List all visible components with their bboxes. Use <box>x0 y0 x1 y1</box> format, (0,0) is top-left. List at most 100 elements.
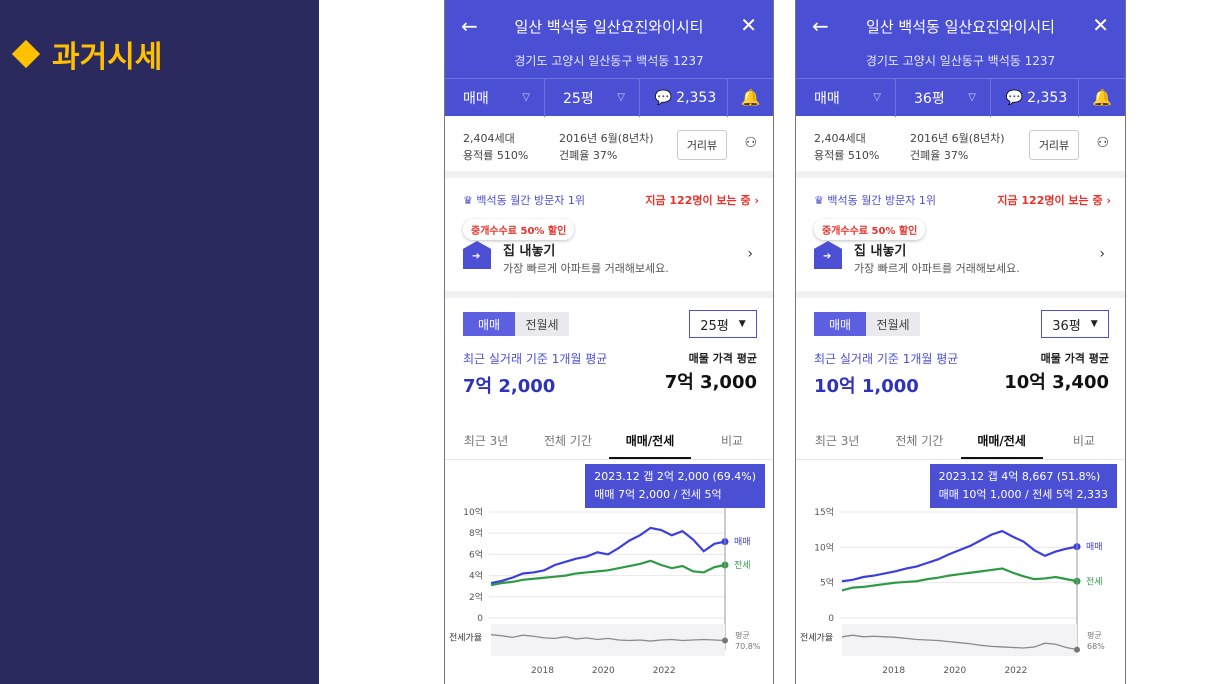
street-view-button[interactable]: 거리뷰 <box>1029 130 1079 160</box>
trade-type-dropdown[interactable]: 매매 ▽ <box>445 78 545 117</box>
toggle-rent[interactable]: 전월세 <box>866 312 920 336</box>
y-tick-label: 5억 <box>820 577 834 589</box>
price-summary: 매매 전월세 25평 ▼ 최근 실거래 기준 1개월 평균 7억 2,000 매… <box>445 298 773 418</box>
tab-all-period[interactable]: 전체 기간 <box>544 434 592 448</box>
bell-icon[interactable]: 🔔 <box>1092 88 1112 107</box>
visitor-banner[interactable]: ♛ 백석동 월간 방문자 1위 지금 122명이 보는 중 › <box>445 178 773 216</box>
x-tick-label: 2018 <box>531 666 554 676</box>
chart-tabs: 최근 3년 전체 기간 매매/전세 비교 <box>796 428 1125 460</box>
price-chart[interactable]: 10억 8억 6억 4억 2억 0 매매 전세 전세가율 평균 70.8% 2018 2020 2022 … <box>445 460 773 684</box>
speech-bubble-icon: 💬 <box>1005 89 1024 106</box>
listing-avg-label: 매물 가격 평균 <box>1040 352 1109 365</box>
list-property-title: 집 내놓기 <box>503 244 556 259</box>
tooltip-prices: 매매 10억 1,000 / 전세 5억 2,333 <box>938 488 1108 501</box>
live-viewers: 지금 122명이 보는 중 <box>645 194 751 207</box>
house-icon: ➔ <box>463 241 491 269</box>
discount-badge: 중개수수료 50% 할인 <box>814 219 926 240</box>
chevron-down-icon: ▽ <box>617 92 625 103</box>
toggle-sale[interactable]: 매매 <box>463 312 515 336</box>
series-label: 매매 <box>1086 542 1103 553</box>
back-arrow-icon[interactable]: ← <box>461 14 478 38</box>
app-header: ← 일산 백석동 일산요진와이시티 ✕ 경기도 고양시 일산동구 백석동 123… <box>796 0 1125 117</box>
close-icon[interactable]: ✕ <box>740 13 757 37</box>
share-icon[interactable]: ⚇ <box>744 135 757 151</box>
list-property-desc: 가장 빠르게 아파트를 거래해보세요. <box>854 262 1020 275</box>
chevron-right-icon: › <box>754 194 759 207</box>
list-property-card[interactable]: 중개수수료 50% 할인 ➔ 집 내놓기 가장 빠르게 아파트를 거래해보세요.… <box>796 216 1125 298</box>
tab-recent-3y[interactable]: 최근 3년 <box>814 434 860 448</box>
floor-area-ratio: 용적률 510% <box>814 149 880 162</box>
list-property-desc: 가장 빠르게 아파트를 거래해보세요. <box>503 262 669 275</box>
tab-recent-3y[interactable]: 최근 3년 <box>463 434 509 448</box>
ratio-avg-value: 70.8% <box>735 642 761 651</box>
x-tick-label: 2022 <box>653 666 676 676</box>
size-dropdown[interactable]: 25평 ▽ <box>545 78 640 117</box>
discount-badge: 중개수수료 50% 할인 <box>463 219 575 240</box>
listing-avg-value: 10억 3,400 <box>1004 372 1109 393</box>
close-icon[interactable]: ✕ <box>1092 13 1109 37</box>
size-label: 25평 <box>563 90 594 107</box>
recent-trade-value: 10억 1,000 <box>814 376 919 397</box>
chevron-right-icon: › <box>1099 246 1105 262</box>
y-tick-label: 0 <box>828 614 834 624</box>
tab-sale-jeonse[interactable]: 매매/전세 <box>960 428 1043 459</box>
toggle-sale[interactable]: 매매 <box>814 312 866 336</box>
comments-button[interactable]: 💬 2,353 <box>991 78 1079 117</box>
slide-title: 과거시세 <box>11 32 162 76</box>
share-icon[interactable]: ⚇ <box>1096 135 1109 151</box>
chart-tooltip: 2023.12 갭 2억 2,000 (69.4%) 매매 7억 2,000 /… <box>585 464 765 508</box>
ratio-line <box>490 634 726 642</box>
tab-sale-jeonse[interactable]: 매매/전세 <box>609 428 691 459</box>
price-chart[interactable]: 15억 10억 5억 0 매매 전세 전세가율 평균 68% 2018 2020 2022 2023.… <box>796 460 1125 684</box>
street-view-button[interactable]: 거리뷰 <box>677 130 727 160</box>
visitor-rank: 백석동 월간 방문자 1위 <box>476 194 585 207</box>
size-dropdown[interactable]: 36평 ▽ <box>896 78 991 117</box>
complex-address: 경기도 고양시 일산동구 백석동 1237 <box>514 54 704 68</box>
x-tick-label: 2020 <box>943 666 966 676</box>
speech-bubble-icon: 💬 <box>654 89 673 106</box>
phone-screen-25py: ← 일산 백석동 일산요진와이시티 ✕ 경기도 고양시 일산동구 백석동 123… <box>444 0 774 684</box>
complex-address: 경기도 고양시 일산동구 백석동 1237 <box>865 54 1056 68</box>
ratio-line <box>841 634 1078 651</box>
size-select[interactable]: 25평 ▼ <box>689 310 757 338</box>
ratio-end-point <box>722 637 728 644</box>
bell-icon[interactable]: 🔔 <box>740 88 761 107</box>
chevron-down-icon: ▽ <box>873 92 881 103</box>
x-tick-label: 2020 <box>592 666 615 676</box>
size-select[interactable]: 36평 ▼ <box>1041 310 1109 338</box>
series-line-jeonse <box>841 567 1078 592</box>
complex-info: 2,404세대 용적률 510% 2016년 6월(8년차) 건폐율 37% 거리뷰… <box>796 116 1125 178</box>
building-coverage: 건폐율 37% <box>559 149 618 162</box>
ratio-end-point <box>1074 646 1080 653</box>
ratio-label: 전세가율 <box>800 632 833 643</box>
y-tick-label: 8억 <box>469 527 483 539</box>
tab-all-period[interactable]: 전체 기간 <box>895 434 944 448</box>
complex-info: 2,404세대 용적률 510% 2016년 6월(8년차) 건폐율 37% 거리뷰… <box>445 116 773 178</box>
tab-compare[interactable]: 비교 <box>720 434 744 448</box>
caret-down-icon: ▼ <box>1090 319 1098 329</box>
recent-trade-label: 최근 실거래 기준 1개월 평균 <box>814 352 959 366</box>
series-label: 전세 <box>734 560 751 571</box>
households: 2,404세대 <box>463 132 515 145</box>
list-property-card[interactable]: 중개수수료 50% 할인 ➔ 집 내놓기 가장 빠르게 아파트를 거래해보세요.… <box>445 216 773 298</box>
tab-compare[interactable]: 비교 <box>1072 434 1095 448</box>
toggle-rent[interactable]: 전월세 <box>515 312 569 336</box>
y-tick-label: 2억 <box>469 591 483 603</box>
tooltip-prices: 매매 7억 2,000 / 전세 5억 <box>594 488 722 501</box>
built-date: 2016년 6월(8년차) <box>559 132 654 145</box>
list-property-title: 집 내놓기 <box>854 244 907 259</box>
trade-type-dropdown[interactable]: 매매 ▽ <box>796 78 896 117</box>
comments-button[interactable]: 💬 2,353 <box>640 78 728 117</box>
trade-toggle: 매매 전월세 <box>463 312 569 336</box>
phone-screen-36py: ← 일산 백석동 일산요진와이시티 ✕ 경기도 고양시 일산동구 백석동 123… <box>795 0 1126 684</box>
listing-avg-label: 매물 가격 평균 <box>688 352 757 365</box>
ratio-avg-label: 평균 <box>735 630 750 640</box>
price-summary: 매매 전월세 36평 ▼ 최근 실거래 기준 1개월 평균 10억 1,000 … <box>796 298 1125 418</box>
back-arrow-icon[interactable]: ← <box>812 14 829 38</box>
y-tick-label: 15억 <box>814 506 834 518</box>
diamond-bullet-icon <box>11 39 41 69</box>
visitor-banner[interactable]: ♛ 백석동 월간 방문자 1위 지금 122명이 보는 중 › <box>796 178 1125 216</box>
x-tick-label: 2022 <box>1004 666 1027 676</box>
